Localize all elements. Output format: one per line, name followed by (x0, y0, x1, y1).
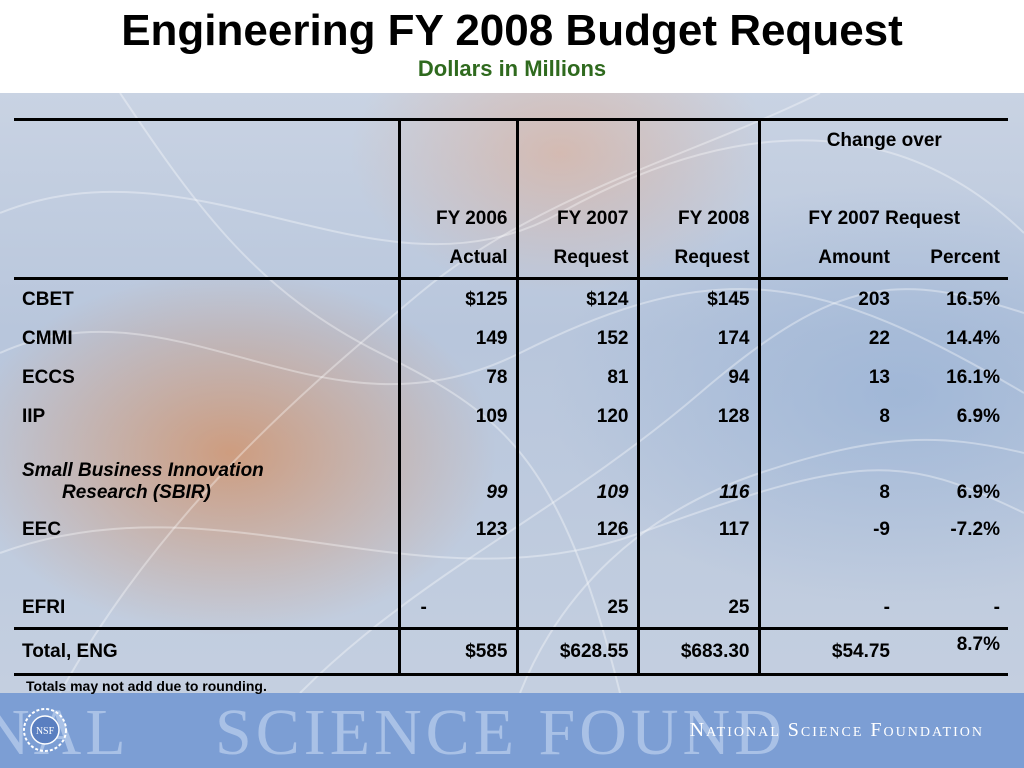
slide-subtitle: Dollars in Millions (417, 56, 607, 81)
total-fy2006: $585 (399, 627, 519, 676)
slide-title: Engineering FY 2008 Budget Request (121, 6, 903, 55)
budget-table: Change over FY 2006 FY 2007 FY 2008 FY 2… (14, 118, 1008, 676)
cell-amount: 8 (879, 405, 890, 427)
cell-percent: 14.4% (946, 327, 1000, 349)
cell-fy2006: 109 (399, 397, 519, 436)
cell-fy2007: 25 (517, 588, 640, 629)
table-row: CBET $125 $124 $145 203 16.5% (14, 278, 1008, 319)
row-label-line2: Research (SBIR) (62, 482, 211, 503)
cell-percent: 16.1% (946, 366, 1000, 388)
table-row: EEC 123 126 117 -9 -7.2% (14, 510, 1008, 549)
cell-percent: -7.2% (950, 518, 1000, 540)
cell-fy2006: 78 (399, 358, 519, 397)
total-fy2007: $628.55 (517, 627, 640, 676)
cell-fy2006: 123 (399, 510, 519, 549)
percent-header: Percent (898, 238, 1008, 280)
row-label: Small Business Innovation Research (SBIR… (14, 436, 401, 510)
cell-fy2007: 81 (517, 358, 640, 397)
total-label: Total, ENG (14, 627, 401, 676)
cell-percent: 6.9% (956, 482, 1000, 503)
row-label: IIP (14, 397, 401, 436)
watermark-fragment-left: NAL (0, 696, 130, 768)
cell-amount: 8 (879, 482, 890, 503)
request-header: Request (517, 238, 640, 280)
table-row (14, 549, 1008, 588)
cell-fy2008: 128 (638, 397, 761, 436)
cell-fy2006: 99 (399, 436, 519, 510)
cell-fy2008: 25 (638, 588, 761, 629)
table-row: IIP 109 120 128 8 6.9% (14, 397, 1008, 436)
actual-header: Actual (399, 238, 519, 280)
table-row: EFRI - 25 25 - - (14, 588, 1008, 629)
slide-header: Engineering FY 2008 Budget Request Dolla… (0, 0, 1024, 93)
row-label-line1: Small Business Innovation (22, 460, 264, 481)
watermark-fragment-right: SCIENCE FOUND (215, 696, 786, 768)
fy2007-header: FY 2007 (517, 199, 640, 238)
cell-fy2006: 149 (399, 319, 519, 358)
row-label: ECCS (14, 358, 401, 397)
total-percent: 8.7% (898, 627, 1008, 676)
cell-fy2006: - (399, 588, 519, 629)
cell-fy2007: 109 (517, 436, 640, 510)
cell-fy2007: 152 (517, 319, 640, 358)
nsf-logo-icon: NSF (23, 708, 67, 752)
fy2007-request-header: FY 2007 Request (808, 207, 961, 229)
row-label: EFRI (14, 588, 401, 629)
table-row: ECCS 78 81 94 13 16.1% (14, 358, 1008, 397)
cell-fy2008: 174 (638, 319, 761, 358)
cell-percent: - (993, 596, 1000, 618)
cell-fy2008: 94 (638, 358, 761, 397)
row-label: EEC (14, 510, 401, 549)
cell-percent: 6.9% (956, 405, 1000, 427)
fy2006-header: FY 2006 (399, 199, 519, 238)
total-fy2008: $683.30 (638, 627, 761, 676)
table-row: Small Business Innovation Research (SBIR… (14, 436, 1008, 510)
cell-fy2007: 126 (517, 510, 640, 549)
cell-percent: 16.5% (946, 288, 1000, 310)
cell-fy2007: 120 (517, 397, 640, 436)
cell-amount: -9 (873, 518, 890, 540)
cell-fy2007: $124 (517, 278, 640, 319)
cell-amount: - (883, 596, 890, 618)
header-row (14, 160, 1008, 199)
footnote: Totals may not add due to rounding. (26, 678, 267, 694)
header-row: Actual Request Request Amount Percent (14, 238, 1008, 280)
total-amount: $54.75 (759, 627, 898, 676)
cell-amount: 22 (868, 327, 890, 349)
organization-name: National Science Foundation (689, 719, 984, 741)
table-row: CMMI 149 152 174 22 14.4% (14, 319, 1008, 358)
total-row: Total, ENG $585 $628.55 $683.30 $54.75 8… (14, 627, 1008, 676)
row-label: CBET (14, 278, 401, 319)
fy2008-header: FY 2008 (638, 199, 761, 238)
request-header: Request (638, 238, 761, 280)
header-row: FY 2006 FY 2007 FY 2008 FY 2007 Request (14, 199, 1008, 238)
cell-fy2006: $125 (399, 278, 519, 319)
cell-fy2008: $145 (638, 278, 761, 319)
header-row: Change over (14, 118, 1008, 160)
row-label: CMMI (14, 319, 401, 358)
cell-fy2008: 117 (638, 510, 761, 549)
footer-bar: NAL SCIENCE FOUND NSF National Science F… (0, 693, 1024, 768)
amount-header: Amount (759, 238, 898, 280)
change-over-header: Change over (759, 118, 1008, 160)
cell-fy2008: 116 (638, 436, 761, 510)
cell-amount: 203 (858, 288, 890, 310)
svg-text:NSF: NSF (36, 726, 55, 737)
cell-amount: 13 (868, 366, 890, 388)
